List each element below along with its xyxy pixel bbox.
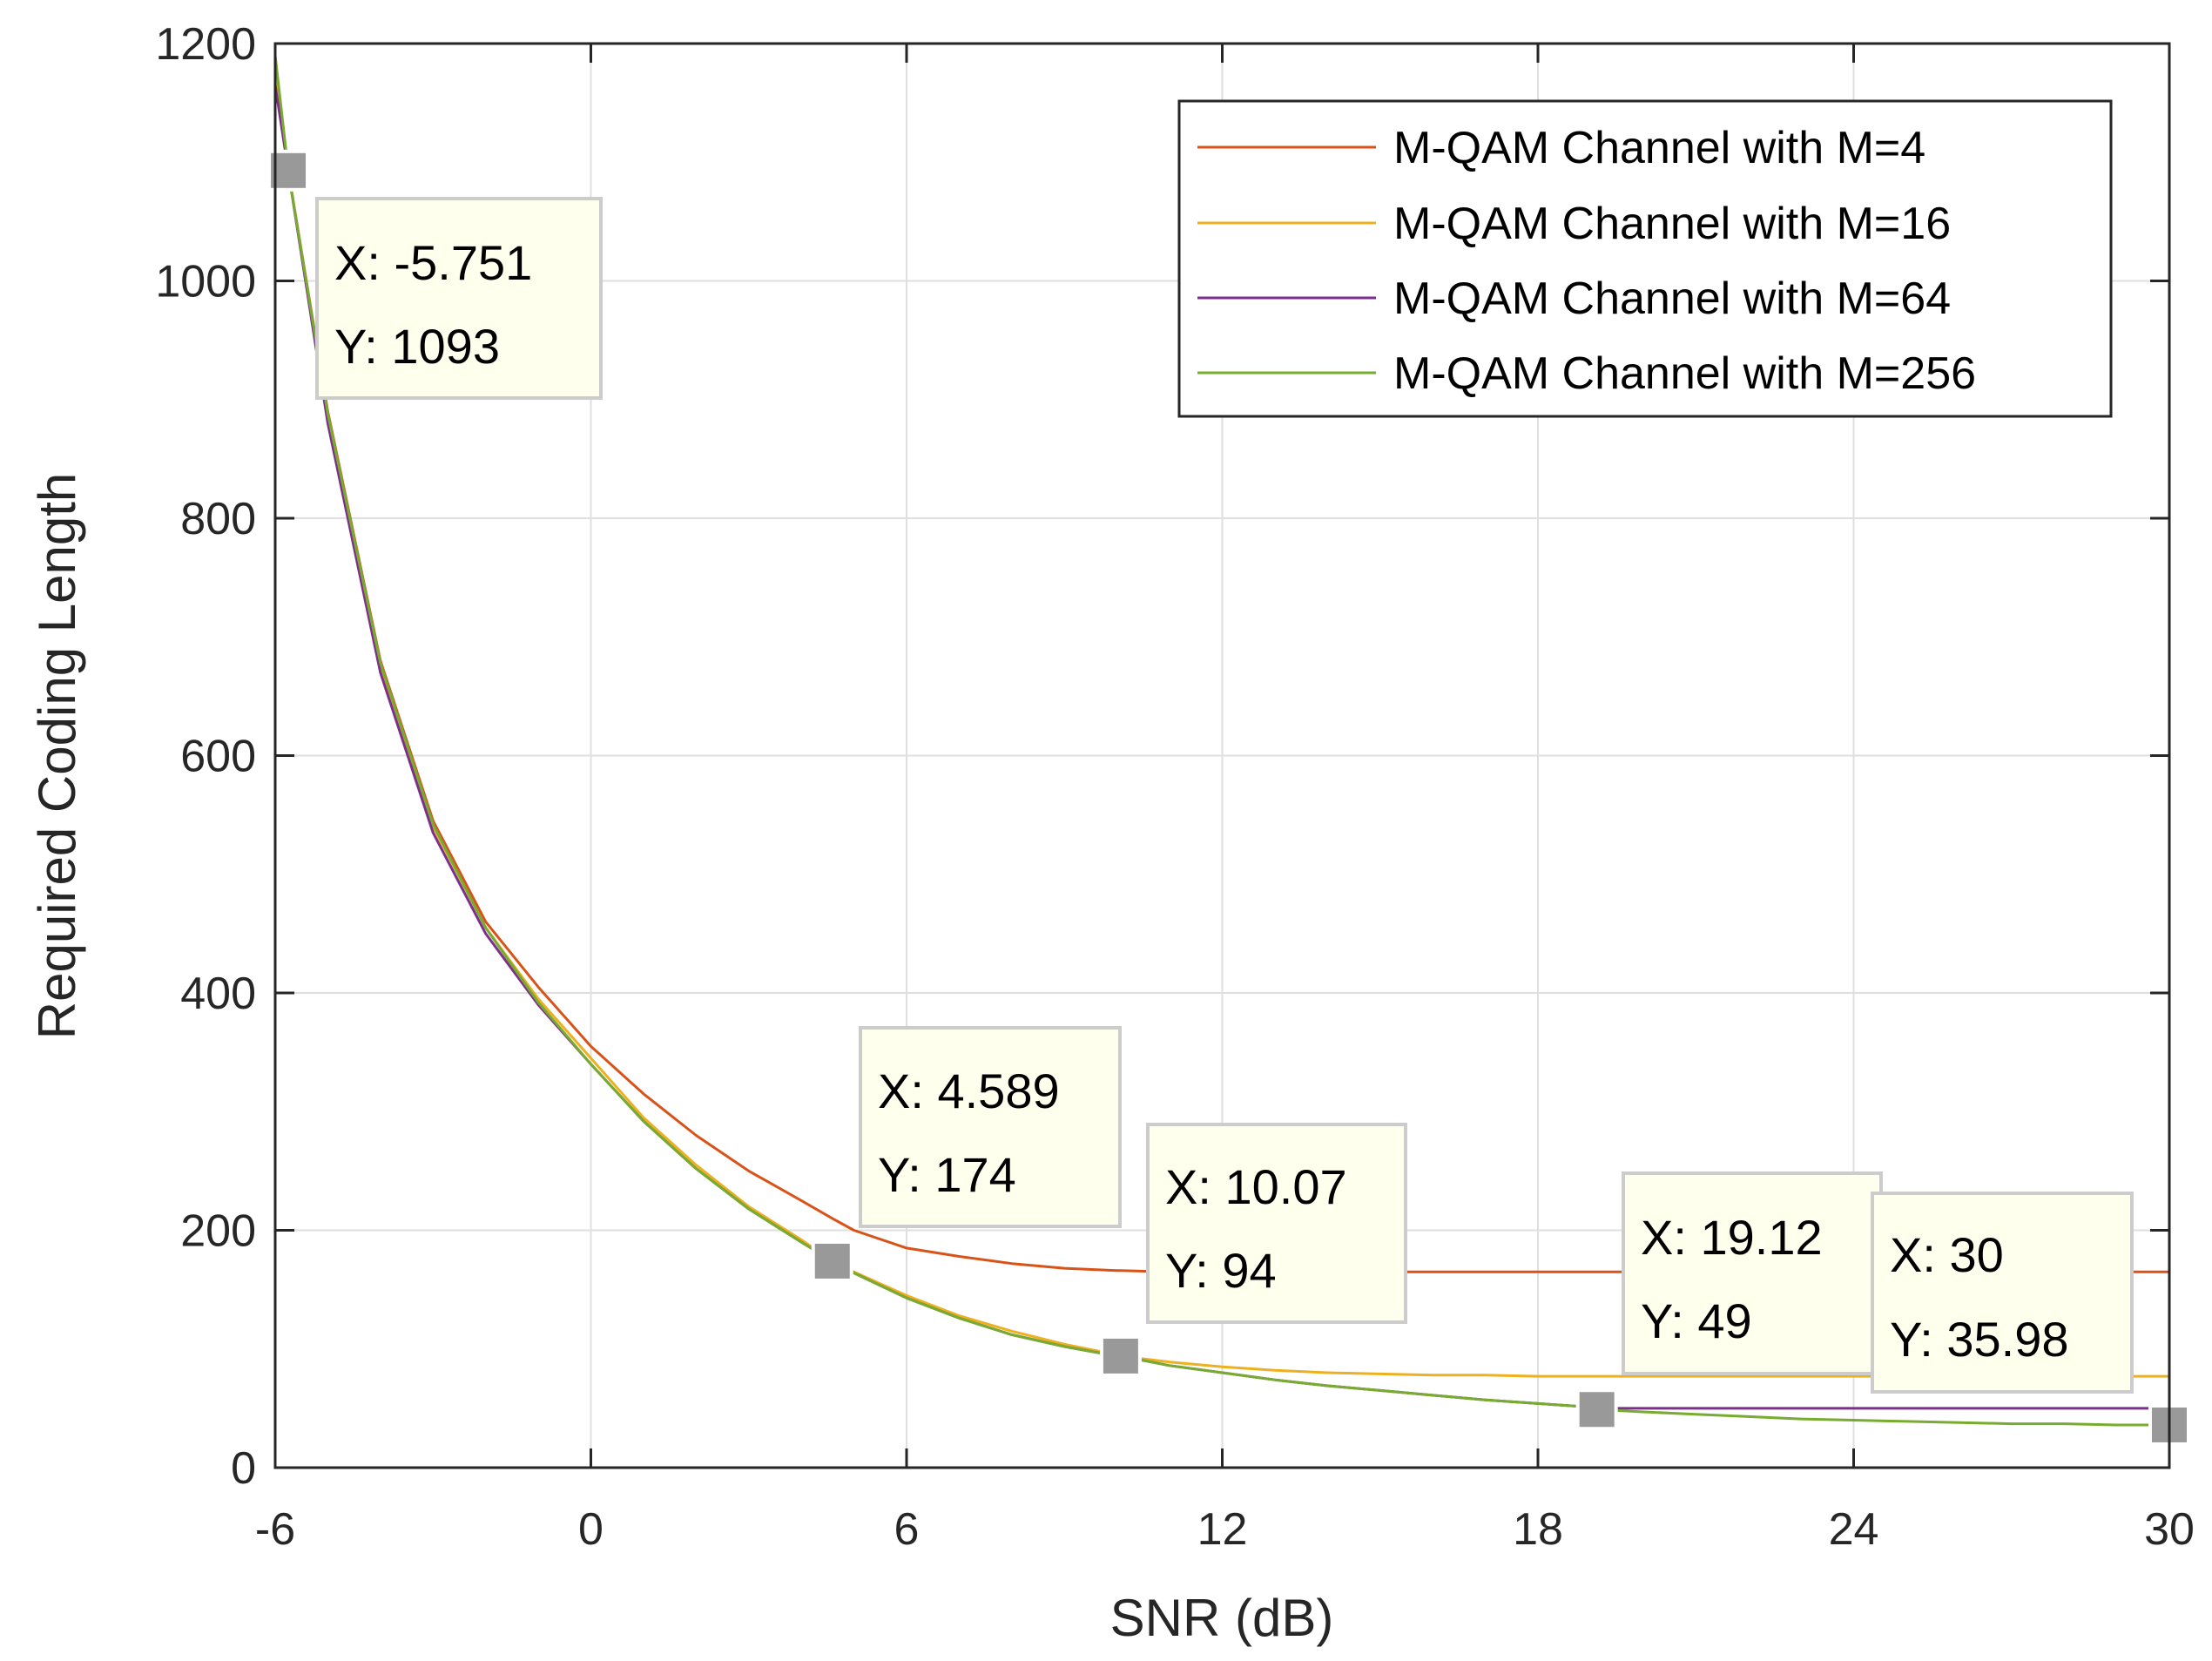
y-tick-label: 400	[180, 969, 256, 1019]
datatip-4: X: 19.12 Y: 49	[1622, 1171, 1883, 1375]
y-tick-label: 1000	[155, 257, 256, 307]
legend-label: M-QAM Channel with M=256	[1393, 348, 1976, 399]
x-tick-labels: -6 0 6 12 18 24 30	[255, 1504, 2195, 1555]
datatip-y-text: Y: 174	[878, 1147, 1016, 1202]
y-tick-label: 1200	[155, 19, 256, 70]
y-tick-label: 0	[231, 1443, 256, 1494]
x-tick-label: 18	[1513, 1504, 1563, 1555]
datatip-marker	[1575, 1388, 1618, 1431]
axes-frame	[273, 42, 2171, 1469]
legend: M-QAM Channel with M=4 M-QAM Channel wit…	[1177, 99, 2113, 418]
legend-entry: M-QAM Channel with M=4	[1197, 123, 1925, 173]
legend-box	[1177, 99, 2113, 418]
datatip-marker	[811, 1239, 853, 1282]
x-tick-label: 24	[1829, 1504, 1879, 1555]
datatip-y-text: Y: 49	[1641, 1293, 1752, 1348]
x-tick-label: 6	[894, 1504, 920, 1555]
series-line-2	[273, 67, 2169, 1378]
datatip-y-text: Y: 94	[1165, 1243, 1277, 1298]
x-tick-label: -6	[255, 1504, 295, 1555]
datatip-box	[1871, 1192, 2134, 1394]
datatip-y-text: Y: 1093	[334, 319, 500, 374]
y-axis-label: Required Coding Length	[28, 473, 86, 1039]
legend-entry: M-QAM Channel with M=16	[1197, 199, 1951, 249]
y-tick-label: 200	[180, 1206, 256, 1257]
legend-entry: M-QAM Channel with M=64	[1197, 273, 1951, 324]
datatip-x-text: X: 30	[1890, 1227, 2004, 1282]
x-axis-label: SNR (dB)	[1110, 1589, 1334, 1647]
y-tick-label: 600	[180, 732, 256, 782]
legend-label: M-QAM Channel with M=16	[1393, 199, 1951, 249]
x-tick-label: 30	[2144, 1504, 2195, 1555]
datatip-x-text: X: 4.589	[878, 1063, 1060, 1118]
legend-label: M-QAM Channel with M=64	[1393, 273, 1951, 324]
datatip-x-text: X: 19.12	[1641, 1210, 1823, 1265]
datatip-x-text: X: -5.751	[334, 235, 532, 290]
y-tick-labels: 0 200 400 600 800 1000 1200	[155, 19, 256, 1494]
datatip-box	[859, 1026, 1122, 1228]
datatip-box	[1622, 1171, 1883, 1375]
datatip-y-text: Y: 35.98	[1890, 1312, 2069, 1367]
datatip-box	[315, 197, 603, 400]
series-line-4	[273, 55, 2169, 1427]
datatip-5: X: 30 Y: 35.98	[1871, 1192, 2134, 1394]
datatip-x-text: X: 10.07	[1165, 1159, 1347, 1214]
x-tick-label: 0	[578, 1504, 604, 1555]
datatip-marker	[1099, 1334, 1142, 1377]
y-tick-label: 800	[180, 494, 256, 544]
datatip-1: X: -5.751 Y: 1093	[315, 197, 603, 400]
legend-label: M-QAM Channel with M=4	[1393, 123, 1925, 173]
datatip-2: X: 4.589 Y: 174	[859, 1026, 1122, 1228]
legend-entry: M-QAM Channel with M=256	[1197, 348, 1976, 399]
x-tick-label: 12	[1197, 1504, 1248, 1555]
datatip-box	[1146, 1123, 1407, 1324]
datatip-3: X: 10.07 Y: 94	[1146, 1123, 1407, 1324]
